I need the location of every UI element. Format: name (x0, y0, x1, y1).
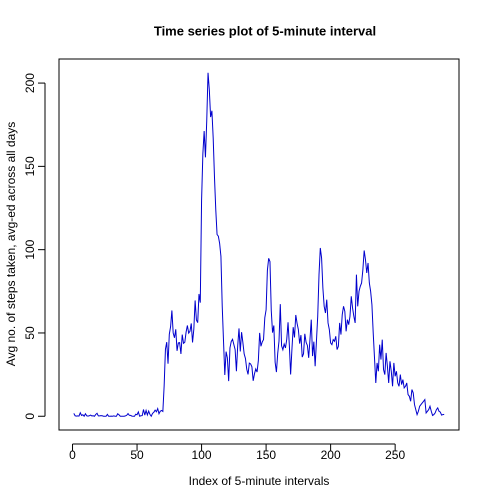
y-axis-label: Avg no. of steps taken, avg-ed across al… (4, 122, 18, 367)
y-tick-label: 0 (23, 413, 37, 420)
y-tick-label: 150 (23, 156, 37, 176)
x-tick-label: 200 (321, 448, 341, 462)
x-axis-label: Index of 5-minute intervals (189, 474, 330, 488)
x-tick-label: 100 (192, 448, 212, 462)
x-tick-label: 250 (385, 448, 405, 462)
y-tick-label: 200 (23, 73, 37, 93)
x-tick-label: 150 (256, 448, 276, 462)
chart-title: Time series plot of 5-minute interval (154, 23, 376, 38)
x-tick-label: 50 (130, 448, 144, 462)
data-line (73, 72, 445, 418)
y-tick-label: 100 (23, 239, 37, 259)
x-tick-label: 0 (69, 448, 76, 462)
y-tick-label: 50 (23, 326, 37, 340)
plot-box (58, 58, 460, 431)
